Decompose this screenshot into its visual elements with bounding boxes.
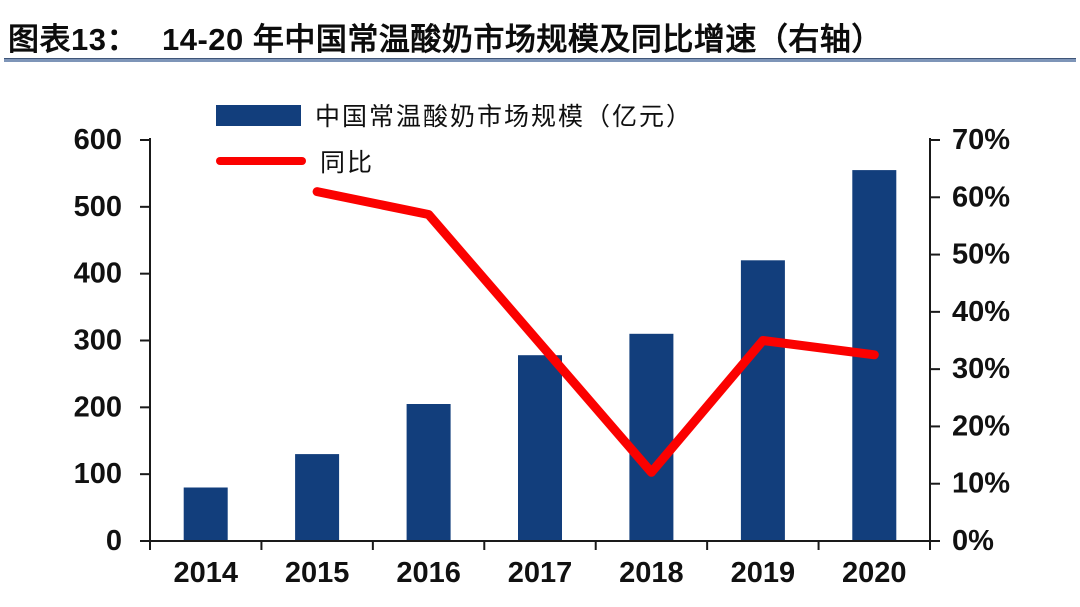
left-axis-label-400: 400 (74, 258, 122, 290)
yoy-growth-line (312, 187, 879, 477)
x-axis-label-2015: 2015 (285, 557, 350, 589)
line-series-swatch (216, 157, 306, 165)
figure-number: 图表13： (8, 22, 138, 57)
x-axis-label-2017: 2017 (508, 557, 573, 589)
left-axis-label-100: 100 (74, 458, 122, 490)
right-axis-label-50%: 50% (952, 239, 1010, 271)
bar-2019 (740, 260, 785, 541)
left-axis-label-300: 300 (74, 325, 122, 357)
bar-2017 (518, 355, 562, 541)
legend-item-market-size: 中国常温酸奶市场规模（亿元） (216, 104, 693, 131)
chart-legend: 中国常温酸奶市场规模（亿元） 同比 (216, 104, 693, 177)
left-axis-label-500: 500 (74, 191, 122, 223)
right-axis-label-0%: 0% (952, 525, 994, 557)
legend-label-market-size: 中国常温酸奶市场规模（亿元） (315, 104, 694, 131)
bar-2014 (183, 487, 228, 541)
left-axis-label-200: 200 (74, 391, 122, 423)
figure-title: 图表13： 14-20 年中国常温酸奶市场规模及同比增速（右轴） (8, 14, 883, 59)
bar-series-swatch (216, 104, 301, 126)
right-axis-label-20%: 20% (952, 410, 1010, 442)
right-axis-label-30%: 30% (952, 353, 1010, 385)
x-axis-label-2018: 2018 (619, 557, 684, 589)
bar-2015 (295, 454, 340, 541)
legend-label-yoy: 同比 (320, 150, 375, 177)
right-axis-label-70%: 70% (952, 124, 1010, 156)
right-axis-label-40%: 40% (952, 296, 1010, 328)
left-axis-label-600: 600 (74, 124, 122, 156)
left-axis-label-0: 0 (106, 525, 122, 557)
x-axis-label-2014: 2014 (173, 557, 238, 589)
legend-item-yoy: 同比 (216, 150, 693, 177)
figure-title-text: 14-20 年中国常温酸奶市场规模及同比增速（右轴） (161, 22, 883, 57)
right-axis-label-10%: 10% (952, 468, 1010, 500)
x-axis-label-2019: 2019 (731, 557, 796, 589)
right-axis-label-60%: 60% (952, 181, 1010, 213)
x-axis-label-2020: 2020 (842, 557, 907, 589)
bar-2018 (629, 333, 674, 541)
bar-2016 (406, 404, 451, 541)
title-divider-rule (4, 58, 1076, 62)
x-axis-label-2016: 2016 (396, 557, 461, 589)
